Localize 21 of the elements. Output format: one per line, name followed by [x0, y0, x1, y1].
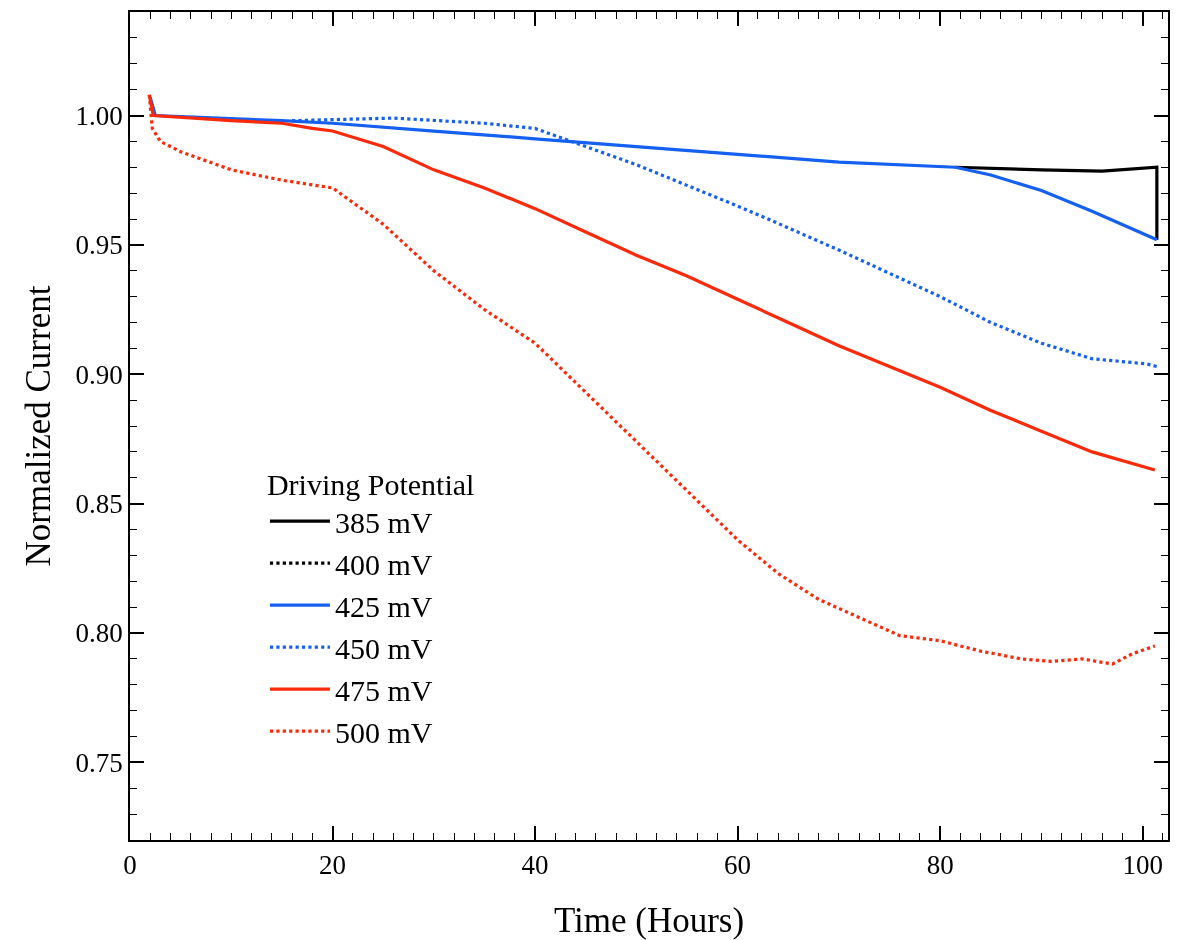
- x-tick-label: 0: [123, 850, 137, 881]
- legend-label: 425 mV: [334, 589, 433, 623]
- x-tick-label: 20: [319, 850, 347, 881]
- y-tick-label: 0.85: [75, 489, 123, 520]
- y-tick-label: 0.90: [75, 359, 123, 390]
- x-axis-title: Time (Hours): [553, 901, 745, 940]
- x-tick-label: 80: [926, 850, 954, 881]
- x-tick-label: 100: [1122, 850, 1163, 881]
- legend-label: 450 mV: [334, 631, 433, 665]
- legend-label: 385 mV: [334, 505, 433, 539]
- y-tick-label: 0.95: [75, 230, 123, 261]
- legend-label: 475 mV: [334, 673, 433, 707]
- legend-label: 500 mV: [334, 715, 433, 749]
- y-axis-title: Normalized Current: [18, 285, 58, 567]
- x-tick-label: 40: [521, 850, 549, 881]
- legend-label: 400 mV: [334, 547, 433, 581]
- y-tick-label: 0.75: [75, 747, 123, 778]
- y-tick-label: 0.80: [75, 618, 123, 649]
- legend-title: Driving Potential: [266, 468, 475, 502]
- x-tick-label: 60: [724, 850, 752, 881]
- y-tick-label: 1.00: [75, 100, 123, 131]
